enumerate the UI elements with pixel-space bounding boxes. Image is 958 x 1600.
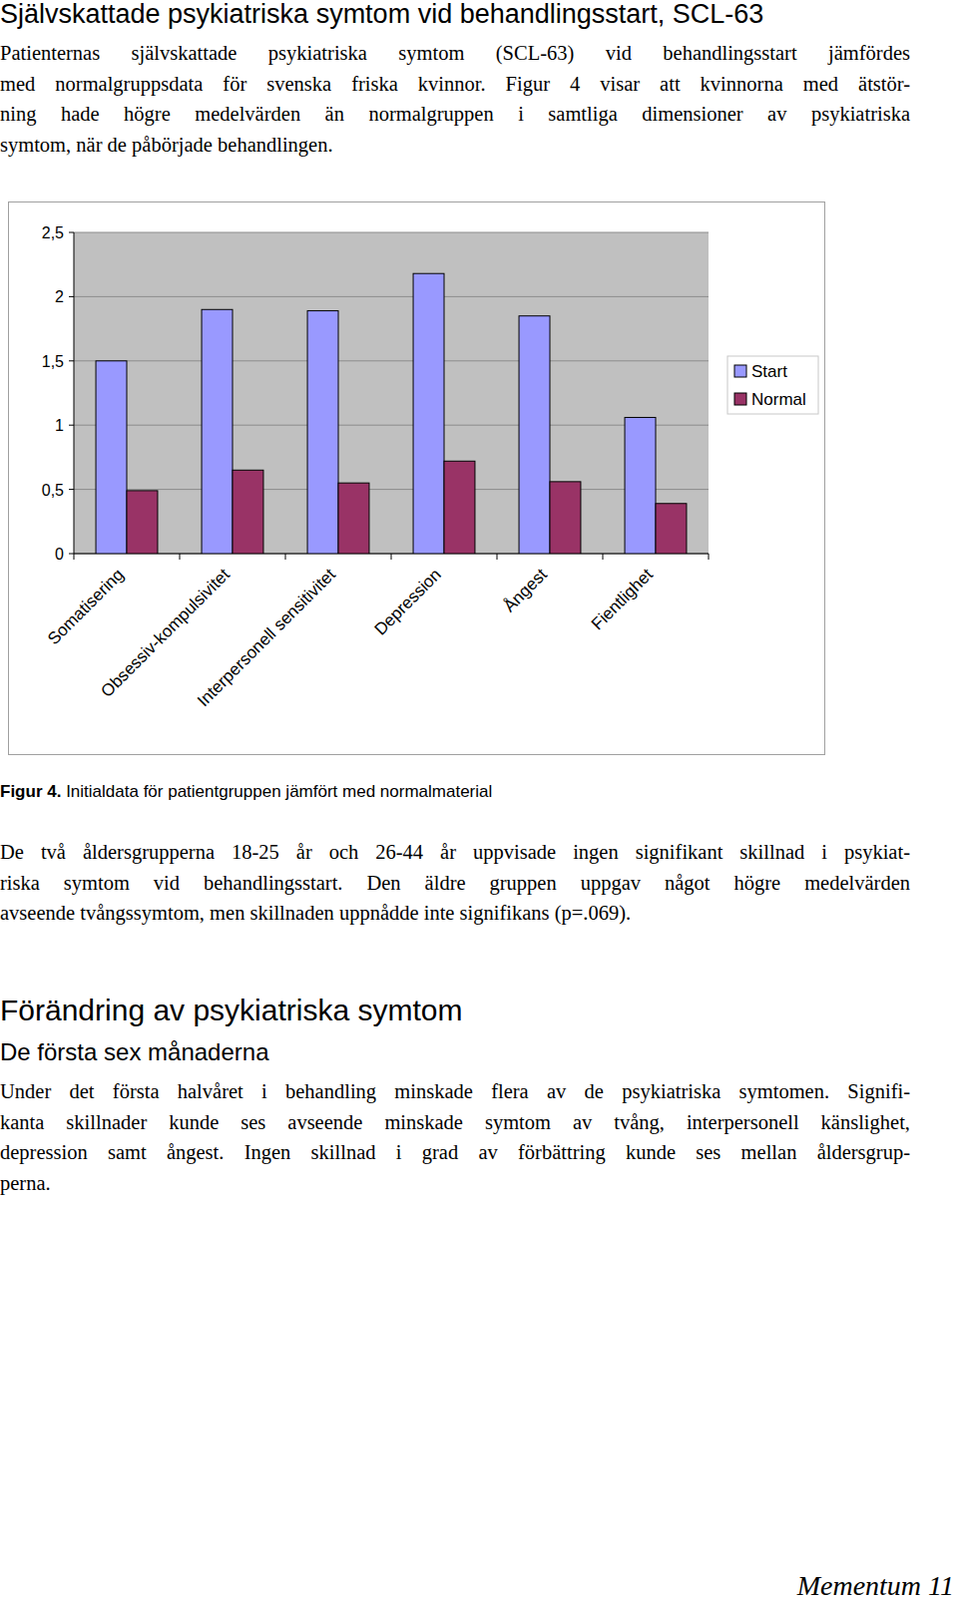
page-footer: Mementum 11 bbox=[797, 1570, 955, 1600]
x-tick bbox=[602, 553, 604, 560]
x-tick-label: Depression bbox=[371, 564, 446, 639]
text-line: depression samt ångest. Ingen skillnad i… bbox=[0, 1137, 911, 1169]
figure-caption: Figur 4. Initialdata för patientgruppen … bbox=[0, 782, 492, 803]
text-line: riska symtom vid behandlingsstart. Den ä… bbox=[0, 868, 911, 900]
bar bbox=[338, 482, 370, 554]
y-tick bbox=[68, 360, 74, 362]
body-paragraph: Under det första halvåret i behandling m… bbox=[0, 1076, 911, 1200]
grid-line bbox=[73, 488, 709, 490]
legend-swatch bbox=[734, 393, 747, 406]
bars bbox=[95, 273, 687, 554]
bar bbox=[307, 311, 339, 554]
bar bbox=[232, 470, 264, 554]
intro-paragraph: Patienternas självskattade psykiatriska … bbox=[0, 37, 911, 161]
text-line: kanta skillnader kunde ses avseende mins… bbox=[0, 1107, 911, 1139]
y-tick bbox=[68, 553, 74, 555]
page-title: Självskattade psykiatriska symtom vid be… bbox=[0, 0, 764, 28]
text-line: ning hade högre medelvärden än normalgru… bbox=[0, 98, 911, 130]
bar bbox=[95, 361, 127, 554]
legend-label: Normal bbox=[751, 390, 807, 410]
y-tick-label: 2 bbox=[54, 288, 64, 306]
y-tick bbox=[68, 425, 74, 427]
bar bbox=[655, 503, 687, 554]
y-tick bbox=[68, 488, 74, 490]
x-tick bbox=[391, 553, 393, 560]
grid-line bbox=[73, 232, 709, 234]
y-tick-label: 0 bbox=[54, 545, 64, 563]
y-tick-label: 1,5 bbox=[41, 353, 64, 371]
legend: Start Normal bbox=[727, 356, 819, 415]
text-line: symtom, när de påbörjade behandlingen. bbox=[0, 129, 911, 161]
caption-text: Initialdata för patientgruppen jämfört m… bbox=[65, 782, 492, 802]
grid-line bbox=[73, 296, 709, 298]
y-tick-label: 2,5 bbox=[41, 224, 64, 242]
figure-label: Figur 4. bbox=[0, 782, 61, 802]
grid-line bbox=[73, 425, 709, 427]
y-tick bbox=[68, 232, 74, 234]
section-heading: Förändring av psykiatriska symtom bbox=[0, 993, 463, 1028]
x-tick-label: Interpersonell sensitivitet bbox=[193, 564, 340, 711]
bar bbox=[549, 481, 581, 554]
bar bbox=[444, 461, 476, 554]
x-tick-label: Somatisering bbox=[43, 564, 128, 649]
x-tick bbox=[708, 553, 710, 560]
text-line: Under det första halvåret i behandling m… bbox=[0, 1076, 911, 1108]
legend-label: Start bbox=[751, 362, 788, 382]
bar bbox=[201, 309, 233, 554]
x-tick bbox=[496, 553, 498, 560]
text-line: De två åldersgrupperna 18-25 år och 26-4… bbox=[0, 837, 911, 869]
bar bbox=[518, 316, 550, 554]
x-tick bbox=[73, 553, 75, 560]
x-tick-label: Ångest bbox=[499, 564, 551, 616]
plot-area bbox=[73, 232, 709, 554]
chart: 00,511,522,5SomatiseringObsessiv-kompuls… bbox=[7, 201, 826, 756]
y-tick bbox=[68, 296, 74, 298]
bar bbox=[413, 273, 445, 554]
bar bbox=[624, 417, 656, 554]
x-tick bbox=[285, 553, 287, 560]
legend-swatch bbox=[734, 365, 747, 378]
text-line: med normalgruppsdata för svenska friska … bbox=[0, 68, 911, 100]
bar bbox=[126, 490, 158, 554]
x-tick-label: Fientlighet bbox=[587, 564, 657, 634]
y-axis bbox=[73, 232, 75, 554]
y-tick-label: 0,5 bbox=[41, 481, 64, 499]
y-tick-label: 1 bbox=[54, 417, 64, 435]
grid-line bbox=[73, 360, 709, 362]
x-tick bbox=[179, 553, 181, 560]
legend-box bbox=[727, 356, 819, 415]
text-line: avseende tvångssymtom, men skillnaden up… bbox=[0, 898, 911, 930]
sub-heading: De första sex månaderna bbox=[0, 1038, 269, 1067]
body-paragraph: De två åldersgrupperna 18-25 år och 26-4… bbox=[0, 837, 911, 930]
text-line: Patienternas självskattade psykiatriska … bbox=[0, 37, 911, 69]
text-line: perna. bbox=[0, 1168, 911, 1200]
chart-frame bbox=[8, 202, 826, 756]
